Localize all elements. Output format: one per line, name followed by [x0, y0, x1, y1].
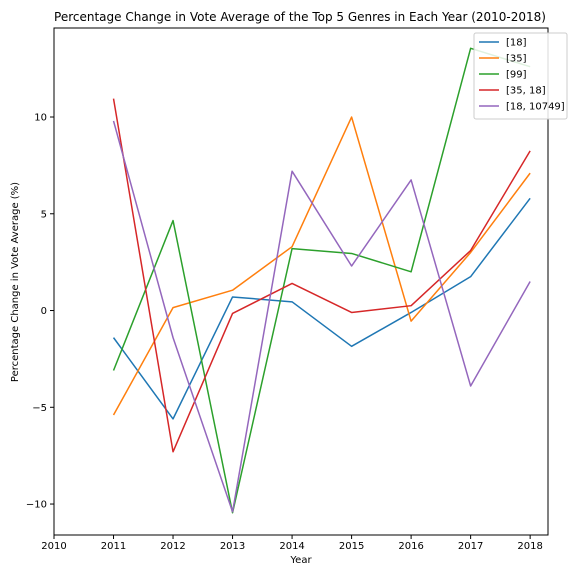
series-line-4: [114, 121, 531, 512]
x-tick-label-2018: 2018: [517, 541, 542, 552]
y-tick-label-2: 0: [41, 306, 47, 317]
y-tick-label-0: −10: [26, 500, 47, 511]
legend-label-4: [18, 10749]: [506, 102, 565, 113]
x-tick-label-2014: 2014: [279, 541, 304, 552]
legend-label-0: [18]: [506, 38, 527, 49]
x-axis-label: Year: [289, 555, 312, 566]
y-tick-label-1: −5: [32, 403, 47, 414]
series-line-1: [114, 117, 531, 415]
x-tick-label-2012: 2012: [160, 541, 185, 552]
chart-title: Percentage Change in Vote Average of the…: [54, 10, 546, 24]
legend: [18] [35] [99] [35, 18] [18, 10749]: [474, 33, 567, 119]
x-tick-label-2011: 2011: [101, 541, 126, 552]
legend-label-1: [35]: [506, 54, 527, 65]
y-axis: −10 −5 0 5 10: [26, 113, 54, 511]
plot-lines: [114, 48, 531, 512]
x-axis: 2010 2011 2012 2013 2014 2015 2016 2017 2018: [41, 535, 543, 552]
x-tick-label-2015: 2015: [339, 541, 364, 552]
x-tick-label-2010: 2010: [41, 541, 66, 552]
x-tick-label-2016: 2016: [398, 541, 423, 552]
legend-label-2: [99]: [506, 70, 527, 81]
legend-label-3: [35, 18]: [506, 86, 546, 97]
y-tick-label-4: 10: [34, 113, 47, 124]
x-tick-label-2017: 2017: [458, 541, 483, 552]
y-axis-label: Percentage Change in Vote Average (%): [10, 182, 21, 382]
series-line-3: [114, 99, 531, 452]
y-tick-label-3: 5: [41, 209, 47, 220]
x-tick-label-2013: 2013: [220, 541, 245, 552]
